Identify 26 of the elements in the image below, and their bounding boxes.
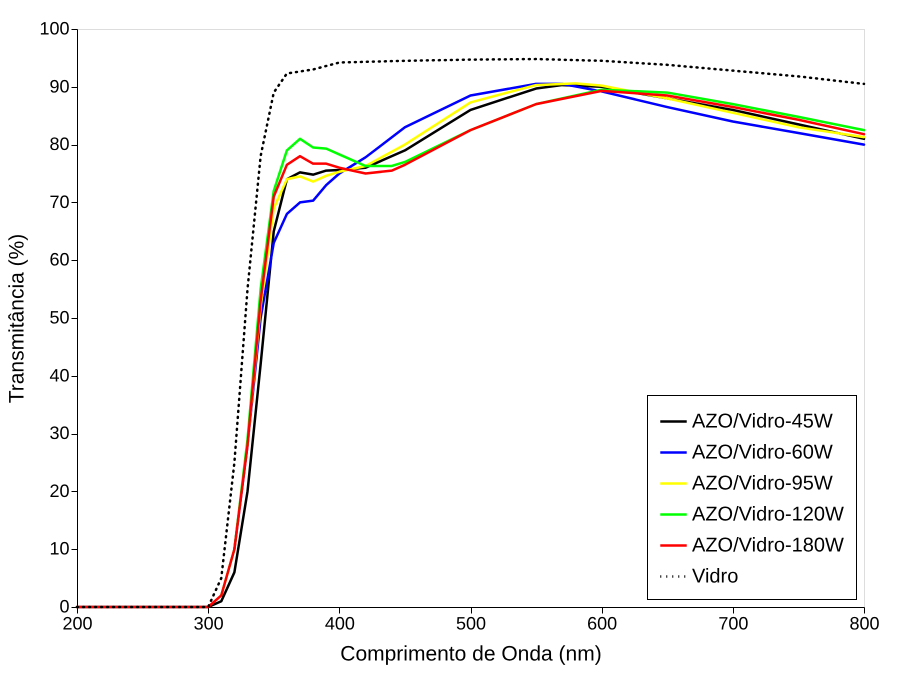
y-tick-label: 70 <box>49 192 70 212</box>
legend-label: AZO/Vidro-180W <box>692 534 844 556</box>
y-tick-label: 100 <box>39 18 70 38</box>
legend-label: Vidro <box>692 566 738 588</box>
y-tick-label: 0 <box>59 596 70 616</box>
y-tick-label: 80 <box>49 134 70 154</box>
y-axis-title: Transmitância (%) <box>5 234 28 404</box>
y-tick-label: 50 <box>49 308 70 328</box>
legend-label: AZO/Vidro-95W <box>692 472 833 494</box>
legend-label: AZO/Vidro-120W <box>692 504 844 526</box>
x-axis-title: Comprimento de Onda (nm) <box>340 642 602 666</box>
y-tick-label: 40 <box>49 365 70 386</box>
y-tick-label: 20 <box>49 480 70 501</box>
y-tick-label: 30 <box>49 423 70 444</box>
y-tick-label: 60 <box>49 250 70 270</box>
x-tick-label: 300 <box>194 614 224 634</box>
legend-label: AZO/Vidro-45W <box>692 410 833 432</box>
x-tick-label: 500 <box>456 614 486 634</box>
legend-label: AZO/Vidro-60W <box>692 442 833 464</box>
x-tick-label: 200 <box>62 614 93 634</box>
y-tick-label: 10 <box>49 538 70 559</box>
y-tick-label: 90 <box>49 76 70 96</box>
x-tick-label: 600 <box>587 614 618 634</box>
x-tick-label: 800 <box>849 614 880 634</box>
x-tick-label: 700 <box>718 614 748 634</box>
x-tick-label: 400 <box>324 614 355 634</box>
